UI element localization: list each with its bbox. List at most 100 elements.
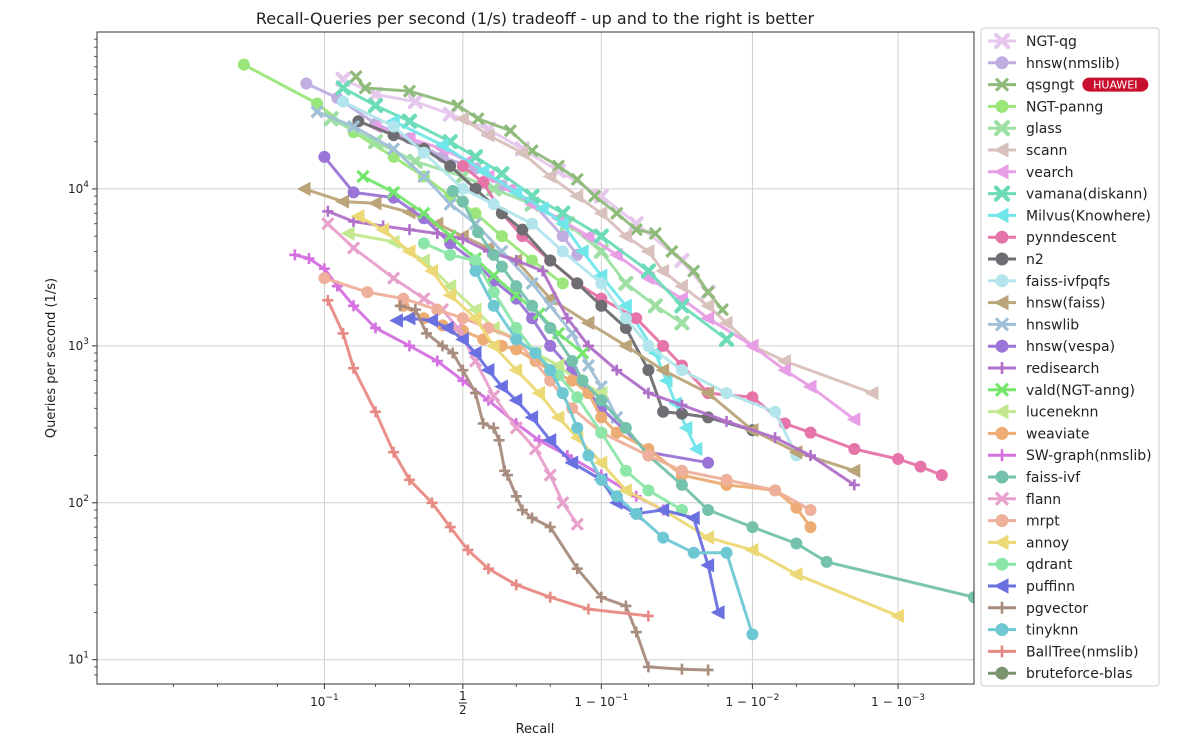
data-point-hnsw-nmslib (300, 77, 313, 90)
data-point-redisearch (403, 224, 415, 236)
data-point-qsgngt (701, 285, 715, 299)
data-point-faiss-ivfpqfs (337, 95, 350, 108)
data-point-qsgngt (349, 69, 363, 84)
data-point-puffinn (439, 320, 454, 336)
data-point-redisearch (676, 399, 688, 411)
legend-label-redisearch: redisearch (1026, 361, 1099, 377)
legend-label-hnsw-faiss: hnsw(faiss) (1026, 296, 1105, 312)
data-point-balltree-nmslib (642, 610, 654, 622)
data-point-hnsw-vespa (318, 150, 331, 163)
series-line-faiss-ivfpqfs (342, 100, 798, 457)
legend-item-pgvector: pgvector (988, 601, 1088, 617)
data-point-faiss-ivf (472, 226, 485, 239)
data-point-sw-graph-nmslib (303, 253, 315, 265)
data-point-mrpt (769, 484, 782, 497)
legend-swatch-marker (993, 294, 1009, 311)
data-point-pynndescent (935, 469, 948, 482)
legend-swatch-marker (993, 164, 1009, 180)
data-point-pgvector (421, 327, 433, 339)
data-point-balltree-nmslib (403, 474, 415, 486)
data-point-milvus-knowhere (688, 441, 703, 457)
legend-swatch-marker (994, 491, 1010, 506)
data-point-annoy (744, 542, 759, 558)
data-point-pgvector (595, 591, 607, 603)
data-point-faiss-ivfpqfs (417, 146, 430, 159)
data-point-luceneknn (442, 279, 457, 294)
data-point-tinyknn (556, 387, 569, 400)
data-point-tinyknn (544, 364, 557, 377)
data-point-faiss-ivf (746, 521, 759, 534)
data-point-qdrant (444, 248, 457, 261)
legend-label-puffinn: puffinn (1026, 579, 1075, 595)
data-point-tinyknn (529, 347, 542, 360)
data-point-scann (777, 353, 791, 369)
data-point-pynndescent (657, 339, 670, 352)
legend-label-mrpt: mrpt (1026, 514, 1060, 530)
data-point-faiss-ivf (968, 591, 974, 604)
data-point-qdrant (469, 254, 482, 267)
legend-swatch-marker (993, 142, 1009, 158)
data-point-tinyknn (487, 299, 500, 312)
data-point-balltree-nmslib (322, 294, 334, 306)
legend-item-puffinn: puffinn (988, 578, 1075, 595)
y-tick-label: 102 (68, 494, 89, 510)
series-annoy (350, 209, 905, 624)
data-point-pgvector (437, 340, 449, 352)
legend-swatch-marker (993, 207, 1009, 224)
data-point-redisearch (537, 265, 549, 277)
data-point-pgvector (630, 626, 642, 638)
data-point-pynndescent (630, 312, 643, 325)
legend-swatch-marker (993, 32, 1011, 50)
data-point-pgvector (676, 663, 688, 675)
data-point-faiss-ivfpqfs (619, 312, 632, 325)
legend-swatch-marker (996, 645, 1008, 658)
data-point-faiss-ivf (790, 537, 803, 550)
data-point-annoy (618, 483, 632, 498)
data-point-flann (417, 291, 431, 306)
data-point-qdrant (619, 464, 632, 477)
data-point-tinyknn (510, 333, 523, 346)
data-point-luceneknn (467, 302, 482, 317)
data-point-annoy (467, 311, 482, 326)
legend-label-vamana-diskann: vamana(diskann) (1026, 187, 1148, 203)
data-point-pgvector (642, 661, 654, 673)
data-point-mrpt (804, 503, 817, 516)
legend-swatch-marker (994, 382, 1010, 397)
x-tick-label: 1 − 10−1 (574, 693, 628, 709)
data-point-vamana-diskann (467, 149, 484, 165)
data-point-qsgngt (629, 223, 643, 237)
data-point-tinyknn (687, 546, 700, 559)
data-point-sw-graph-nmslib (431, 355, 443, 367)
data-point-puffinn (455, 332, 469, 347)
data-point-redisearch (561, 312, 573, 324)
data-point-tinyknn (610, 490, 623, 503)
data-point-qsgngt (358, 81, 372, 95)
x-tick-label: 12 (458, 689, 467, 717)
legend-swatch-marker (993, 403, 1009, 420)
legend-item-hnswlib: hnswlib (988, 317, 1079, 333)
data-point-vald-ngt-anng (487, 269, 501, 283)
data-point-faiss-ivfpqfs (387, 120, 400, 133)
legend-label-ngt-qg: NGT-qg (1026, 34, 1077, 50)
data-point-mrpt (361, 286, 374, 299)
data-point-vamana-diskann (718, 331, 735, 347)
data-point-mrpt (431, 303, 444, 316)
data-point-scann (480, 128, 495, 143)
x-tick-label: 1 − 10−3 (871, 693, 925, 709)
data-point-pgvector (510, 490, 522, 502)
legend-item-vald-ngt-anng: vald(NGT-anng) (988, 382, 1135, 399)
series-ngt-panng (237, 58, 569, 290)
data-point-hnsw-faiss (618, 338, 632, 353)
data-point-vald-ngt-anng (576, 346, 590, 360)
data-point-pgvector (516, 504, 528, 516)
data-point-flann (387, 271, 401, 285)
data-point-faiss-ivfpqfs (526, 217, 539, 230)
data-point-hnswlib (387, 142, 401, 156)
data-point-n2 (544, 254, 557, 267)
data-point-scann (593, 206, 608, 221)
data-point-pgvector (571, 563, 583, 575)
data-point-faiss-ivfpqfs (556, 245, 569, 258)
legend-frame (980, 27, 1160, 687)
legend-item-pynndescent: pynndescent (988, 230, 1117, 246)
